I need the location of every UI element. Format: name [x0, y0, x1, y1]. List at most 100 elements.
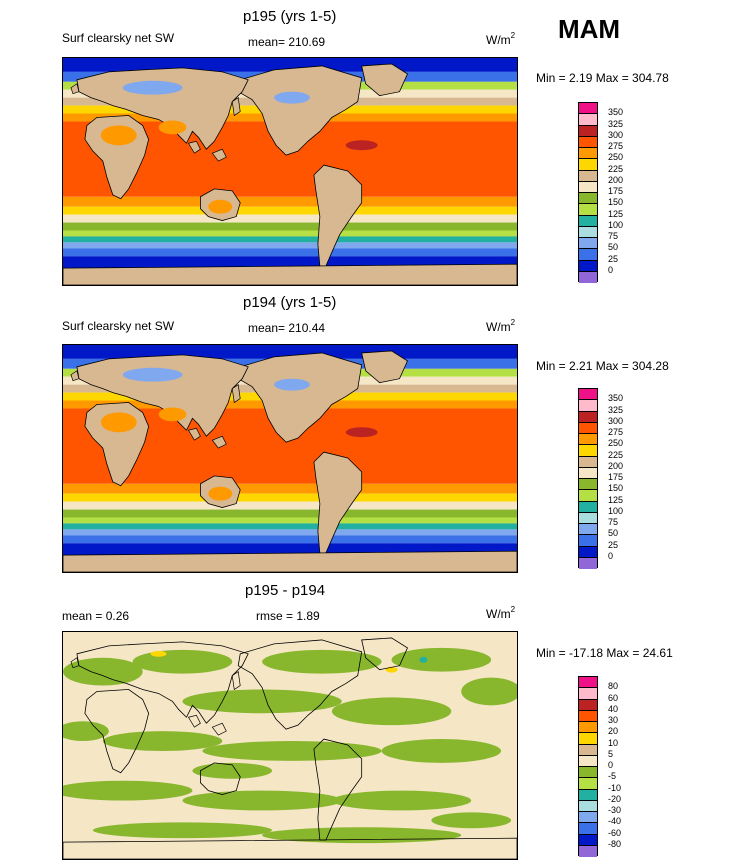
panel3-map-plot	[63, 632, 517, 859]
snow-region	[122, 80, 183, 95]
difference-region	[92, 822, 273, 839]
colorbar-label: 350	[608, 393, 624, 404]
panel1-variable: Surf clearsky net SW	[62, 31, 175, 45]
colorbar-swatch	[579, 744, 597, 756]
island-outline	[231, 384, 241, 404]
continent-outline	[199, 762, 241, 795]
colorbar-label: 60	[608, 692, 619, 703]
panel2-colorbar	[578, 388, 598, 569]
colorbar-label: 175	[608, 472, 624, 482]
max-region	[345, 140, 378, 151]
colorbar-swatch	[579, 434, 597, 446]
colorbar-label: 325	[608, 118, 624, 129]
colorbar-label: 100	[608, 505, 624, 516]
colorbar-label: -60	[608, 827, 622, 838]
difference-region	[102, 731, 223, 751]
difference-region	[132, 649, 233, 674]
colorbar-swatch	[579, 271, 597, 283]
panel2-variable: Surf clearsky net SW	[62, 319, 175, 333]
colorbar-label: 150	[608, 197, 624, 208]
continent-outline	[76, 641, 249, 724]
colorbar-swatch	[579, 557, 597, 569]
colorbar-swatch	[579, 103, 597, 115]
colorbar-swatch	[579, 699, 597, 711]
island-outline	[211, 148, 227, 162]
colorbar-label: -30	[608, 805, 622, 815]
zonal-band	[63, 517, 517, 524]
panel1-map	[62, 57, 518, 286]
island-outline	[187, 714, 201, 728]
colorbar-swatch	[579, 479, 597, 491]
colorbar-swatch	[579, 249, 597, 261]
zonal-band	[63, 509, 517, 518]
island-outline	[211, 722, 227, 736]
island-outline	[187, 427, 201, 441]
difference-region	[461, 677, 517, 706]
panel1-minmax: Min = 2.19 Max = 304.78	[536, 71, 669, 85]
difference-region	[262, 649, 382, 674]
panel2-minmax: Min = 2.21 Max = 304.28	[536, 359, 669, 373]
island-outline	[231, 671, 241, 691]
difference-region	[431, 812, 512, 829]
colorbar-swatch	[579, 490, 597, 502]
zonal-band	[63, 493, 517, 502]
colorbar-swatch	[579, 778, 597, 790]
difference-region	[182, 689, 342, 714]
colorbar-swatch	[579, 524, 597, 536]
desert-region	[208, 486, 233, 501]
zonal-band	[63, 529, 517, 536]
colorbar-label: 75	[608, 231, 619, 241]
difference-region	[331, 697, 452, 726]
desert-region	[158, 407, 187, 422]
colorbar-swatch	[579, 204, 597, 216]
panel3-title: p195 - p194	[245, 582, 326, 599]
colorbar-swatch	[579, 845, 597, 857]
panel1-unit: W/m2	[486, 31, 516, 47]
continent-outline	[76, 67, 249, 150]
difference-region	[63, 657, 143, 686]
continent-outline	[361, 350, 408, 384]
colorbar-swatch	[579, 445, 597, 457]
continent-outline	[63, 263, 517, 285]
difference-region	[262, 827, 462, 844]
colorbar-swatch	[579, 114, 597, 126]
difference-region	[331, 790, 472, 811]
colorbar-swatch	[579, 733, 597, 745]
panel3-colorbar	[578, 676, 598, 857]
zonal-band	[63, 248, 517, 257]
island-outline	[70, 657, 80, 669]
continent-outline	[361, 637, 408, 671]
continent-outline	[237, 65, 363, 156]
zonal-band	[63, 483, 517, 494]
zonal-band	[63, 214, 517, 223]
colorbar-swatch	[579, 226, 597, 238]
colorbar-swatch	[579, 546, 597, 558]
panel2-unit: W/m2	[486, 318, 516, 334]
colorbar-label: -10	[608, 782, 622, 793]
colorbar-swatch	[579, 467, 597, 479]
colorbar-swatch	[579, 800, 597, 812]
panel3-unit: W/m2	[486, 605, 516, 621]
difference-region	[419, 656, 428, 663]
colorbar-swatch	[579, 812, 597, 824]
colorbar-swatch	[579, 688, 597, 700]
snow-region	[274, 91, 310, 104]
zonal-band	[63, 196, 517, 207]
season-label: MAM	[558, 14, 621, 44]
colorbar-label: 80	[608, 681, 619, 692]
panel1-mean: mean= 210.69	[248, 35, 326, 49]
colorbar-label: 50	[608, 242, 619, 253]
colorbar-swatch	[579, 767, 597, 779]
colorbar-label: 25	[608, 539, 619, 550]
colorbar-swatch	[579, 823, 597, 835]
zonal-band	[63, 222, 517, 231]
colorbar-label: 175	[608, 186, 624, 196]
difference-region	[192, 762, 273, 779]
zonal-band	[63, 523, 517, 530]
continent-outline	[63, 550, 517, 572]
colorbar-label: 20	[608, 726, 619, 737]
colorbar-label: 0	[608, 550, 614, 561]
difference-region	[391, 647, 492, 672]
colorbar-label: 350	[608, 107, 624, 118]
colorbar-swatch	[579, 136, 597, 148]
